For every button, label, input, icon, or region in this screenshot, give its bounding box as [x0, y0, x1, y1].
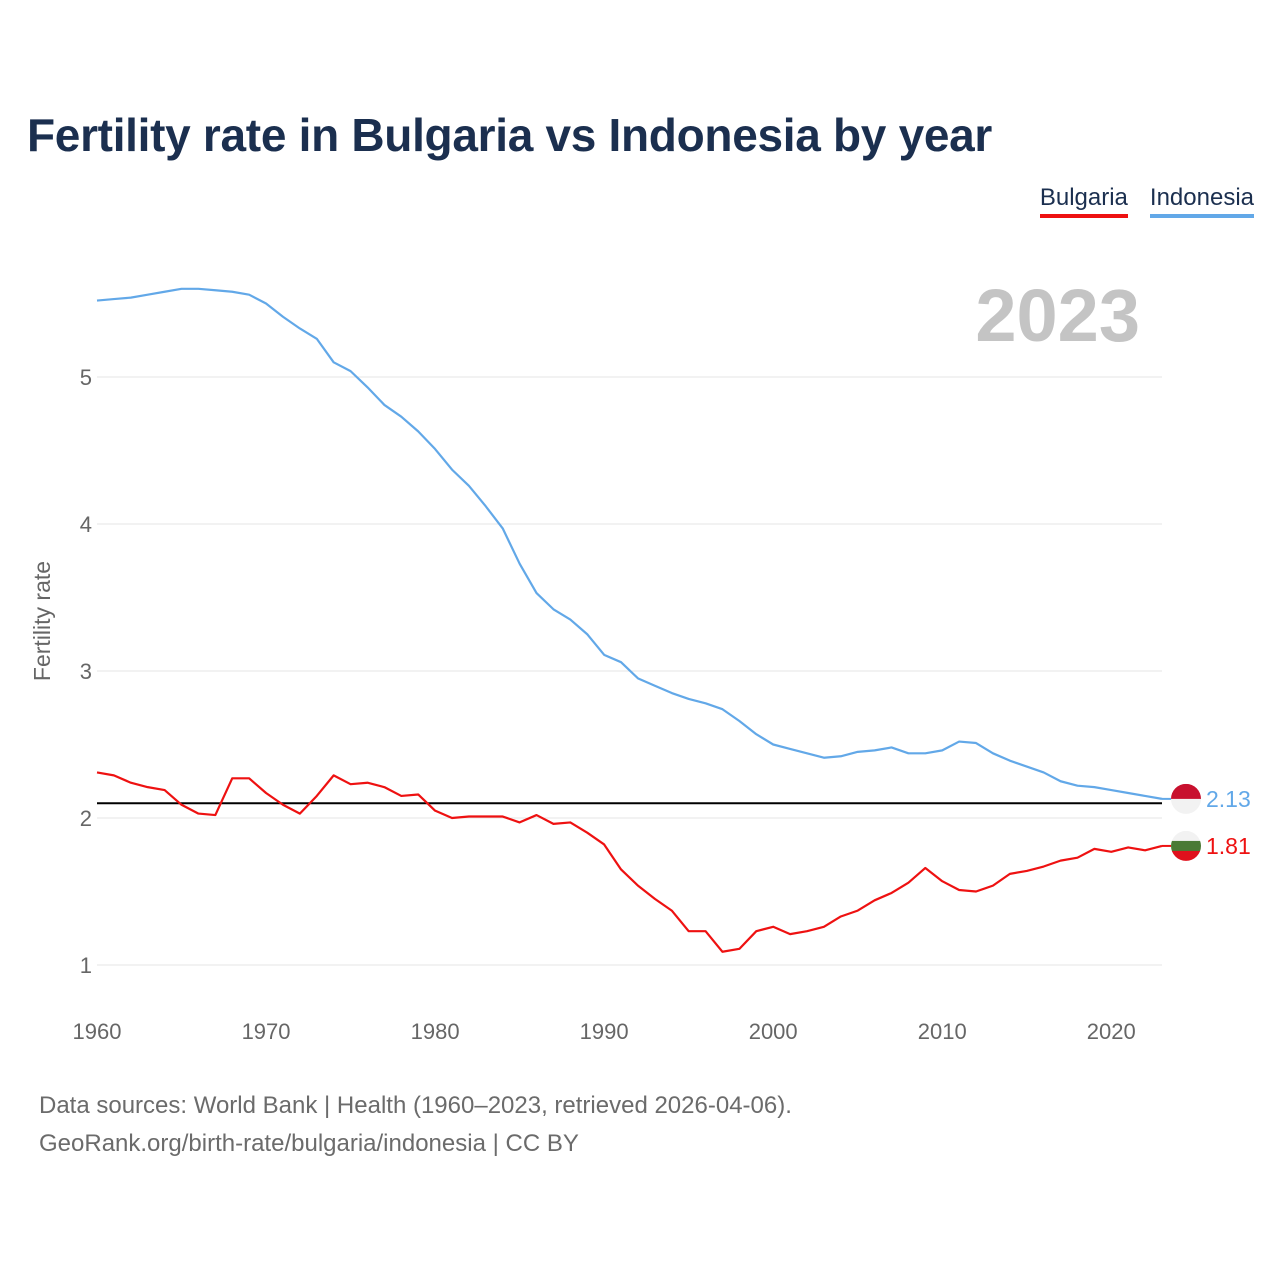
x-axis: 1960 1970 1980 1990 2000 2010 2020: [73, 1019, 1136, 1044]
footer: Data sources: World Bank | Health (1960–…: [39, 1087, 792, 1163]
y-tick-label: 3: [80, 659, 92, 684]
y-tick-label: 4: [80, 512, 92, 537]
series-line-indonesia[interactable]: [96, 287, 1163, 800]
grid: [97, 376, 1162, 966]
legend: Bulgaria Indonesia: [1039, 184, 1254, 218]
y-tick-label: 1: [80, 953, 92, 978]
legend-item-indonesia[interactable]: Indonesia: [1149, 184, 1254, 218]
x-tick-label: 1990: [580, 1019, 629, 1044]
y-axis: 1 2 3 4 5: [80, 365, 92, 978]
end-value-label-bulgaria: 1.81: [1206, 833, 1251, 859]
x-tick-label: 1970: [242, 1019, 291, 1044]
y-axis-label: Fertility rate: [29, 561, 55, 681]
x-tick-label: 2020: [1087, 1019, 1136, 1044]
legend-item-bulgaria[interactable]: Bulgaria: [1039, 184, 1128, 218]
footer-link[interactable]: GeoRank.org/birth-rate/bulgaria/indonesi…: [39, 1130, 579, 1157]
footer-sources: Data sources: World Bank | Health (1960–…: [39, 1092, 792, 1119]
end-value-label-indonesia: 2.13: [1206, 786, 1251, 812]
x-tick-label: 1980: [411, 1019, 460, 1044]
x-tick-label: 2010: [918, 1019, 967, 1044]
x-tick-label: 2000: [749, 1019, 798, 1044]
end-markers: 1.81 2.13: [1162, 783, 1251, 861]
year-watermark: 2023: [975, 274, 1140, 357]
series-line-bulgaria[interactable]: [96, 771, 1163, 953]
x-tick-label: 1960: [73, 1019, 122, 1044]
y-tick-label: 5: [80, 365, 92, 390]
bulgaria-flag-icon: [1171, 830, 1201, 861]
series-lines: [96, 287, 1163, 953]
y-tick-label: 2: [80, 806, 92, 831]
indonesia-flag-icon: [1171, 783, 1201, 814]
page-title: Fertility rate in Bulgaria vs Indonesia …: [27, 109, 993, 161]
